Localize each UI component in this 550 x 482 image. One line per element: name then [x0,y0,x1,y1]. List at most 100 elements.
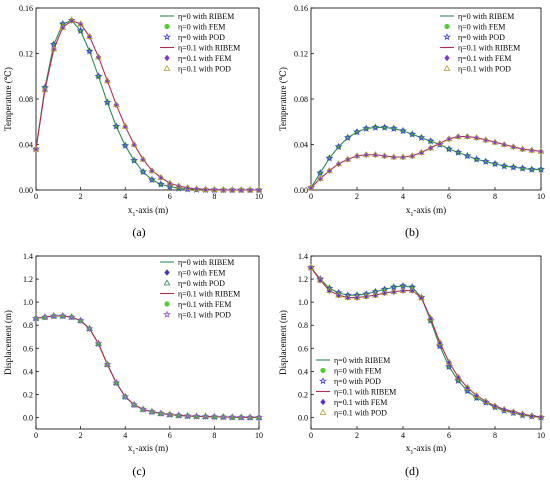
data-point [362,124,371,132]
data-point [371,123,380,131]
data-point [537,147,545,154]
x-tick-label: 6 [168,192,172,201]
data-point [167,179,173,187]
legend-label: η=0.1 with RIBEM [178,44,240,53]
data-point [237,413,246,421]
data-point [237,186,245,193]
legend-swatch [444,23,450,30]
data-point [492,402,498,410]
data-point [472,155,481,163]
data-point [130,400,139,409]
y-tick-label: 0.0 [23,413,33,422]
y-tick-label: 0.16 [19,4,33,13]
data-point [193,185,200,193]
panel-d: 0 2 4 6 8 10 0.0 0.2 0.4 0.6 0.8 1.0 1.2 1.4 x1-axis (… [278,252,546,478]
data-point [500,161,509,170]
data-point [122,123,128,130]
data-point [454,132,462,139]
legend-swatch [320,367,326,374]
data-point [255,186,263,193]
data-point [343,133,352,142]
data-point [228,413,237,421]
data-point [112,101,120,108]
panel-b: 0 2 4 6 8 10 0.00 0.04 0.08 0.12 0.16 x1-axis (m) Te… [278,4,546,239]
data-point [183,411,192,420]
legend-label: η=0 with RIBEM [178,12,234,21]
legend-label: η=0.1 with FEM [458,54,511,63]
y-tick-label: 0.08 [19,95,33,104]
x-tick-label: 0 [34,431,38,440]
data-point [482,397,490,404]
data-point [427,144,434,151]
data-point [201,412,210,420]
data-point [76,316,85,324]
data-point [519,145,526,152]
legend-swatch [320,398,326,406]
legend-label: η=0.1 with RIBEM [334,388,396,397]
y-tick-label: 0.2 [298,390,308,399]
plot-frame [310,7,542,191]
legend-label: η=0.1 with FEM [178,300,231,309]
data-point [149,167,155,174]
data-point [254,413,264,421]
data-point [435,341,444,350]
legend-label: η=0.1 with POD [178,311,231,320]
data-point [398,126,408,135]
data-point [95,53,102,60]
data-point [156,180,165,188]
x-tick-label: 10 [537,192,545,201]
data-point [58,311,67,320]
data-point [400,287,406,294]
x-tick-label: 2 [79,192,83,201]
data-point [491,402,499,409]
data-point [139,155,147,162]
legend-swatch [164,269,170,276]
data-point [353,152,361,159]
x-tick-label: 6 [447,192,451,201]
legend-swatch [164,301,170,307]
y-tick-label: 0.0 [298,413,308,422]
y-tick-label: 0.08 [294,95,308,104]
data-point [219,186,227,193]
data-point [335,291,342,298]
y-tick-label: 0.00 [19,186,33,195]
data-point [174,411,183,419]
data-point [175,182,183,189]
y-tick-label: 1.2 [298,275,308,284]
data-point [399,153,407,160]
x-tick-label: 8 [493,192,497,201]
data-point [326,167,333,174]
data-point [112,378,121,387]
data-point [184,184,191,192]
data-point [352,127,362,136]
data-point [390,153,398,160]
data-point [473,134,480,141]
data-point [147,407,156,416]
data-point [31,314,41,322]
data-point [67,312,76,321]
data-point [417,133,426,142]
y-tick-label: 1.0 [23,298,33,307]
legend-label: η=0 with POD [334,377,381,386]
y-axis-label: Displacement (m) [3,310,13,375]
data-point [103,98,112,106]
x-tick-label: 10 [255,192,263,201]
x-tick-label: 4 [123,431,127,440]
x-tick-label: 4 [401,192,405,201]
data-point [121,392,130,401]
data-point [246,413,255,421]
y-tick-label: 1.4 [23,252,33,261]
y-tick-label: 0.16 [294,4,308,13]
legend-label: η=0 with FEM [178,23,225,32]
data-point [482,136,490,143]
y-tick-label: 1.4 [298,252,308,261]
legend-swatch [163,279,171,286]
data-point [445,135,453,142]
x-tick-label: 0 [309,192,313,201]
legend-label: η=0 with FEM [178,269,225,278]
data-point [408,152,416,159]
data-point [444,144,454,153]
legend-swatch [162,32,172,41]
